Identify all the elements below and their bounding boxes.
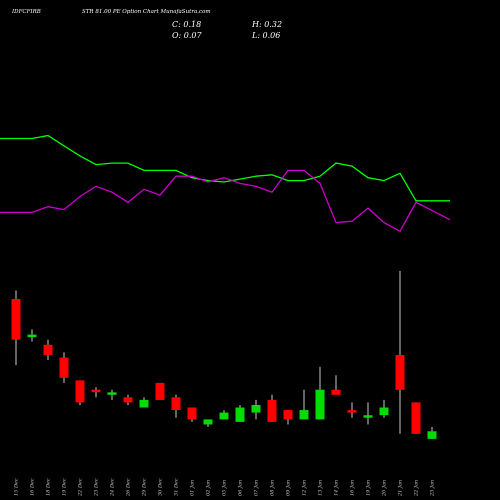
high-value: H: 0.32 xyxy=(251,20,282,29)
symbol-label: IDFCFIRB xyxy=(11,9,41,15)
x-tick-label: 13 Jan xyxy=(318,480,324,496)
x-tick-label: 29 Dec xyxy=(142,478,148,497)
candle xyxy=(235,405,245,422)
x-tick-label: 01 Jan xyxy=(190,480,196,496)
open-value: O: 0.07 xyxy=(172,31,203,40)
x-tick-label: 05 Jan xyxy=(222,480,228,496)
candle-body xyxy=(235,407,245,422)
x-tick-label: 15 Dec xyxy=(14,478,20,496)
magenta-indicator-line xyxy=(0,169,451,233)
x-axis-ticks: 15 Dec 16 Dec 18 Dec 19 Dec 22 Dec 23 Dec 24 D… xyxy=(14,478,436,497)
close-value: C: 0.18 xyxy=(172,20,201,29)
candle xyxy=(315,366,325,420)
candles xyxy=(11,271,437,439)
candle xyxy=(379,399,389,418)
candle xyxy=(123,394,133,405)
candle-body xyxy=(251,405,261,413)
x-tick-label: 23 Dec xyxy=(94,478,100,497)
candle-body xyxy=(155,382,165,400)
candle xyxy=(107,389,117,400)
x-tick-label: 16 Dec xyxy=(30,478,36,496)
candle-body xyxy=(203,419,213,425)
low-value: L: 0.06 xyxy=(251,31,280,40)
x-tick-label: 19 Jan xyxy=(366,480,372,496)
candle-body xyxy=(219,412,229,420)
candle xyxy=(171,394,181,418)
x-tick-label: 22 Dec xyxy=(78,478,84,497)
candle xyxy=(427,427,437,439)
x-tick-label: 09 Jan xyxy=(286,480,292,496)
candle xyxy=(283,410,293,425)
candle xyxy=(395,271,405,434)
candle-body xyxy=(363,415,373,418)
candle xyxy=(11,290,21,366)
candle xyxy=(267,394,277,422)
x-tick-label: 24 Dec xyxy=(110,478,116,497)
candle-body xyxy=(299,410,309,420)
candle xyxy=(363,402,373,425)
candle-body xyxy=(283,410,293,420)
candle xyxy=(59,352,69,383)
x-tick-label: 30 Dec xyxy=(158,478,164,496)
candle-body xyxy=(75,380,85,403)
candle-body xyxy=(411,402,421,434)
x-tick-label: 18 Dec xyxy=(46,478,52,496)
candle-body xyxy=(427,431,437,439)
candle-body xyxy=(347,410,357,413)
x-tick-label: 26 Dec xyxy=(126,478,132,497)
candle xyxy=(91,387,101,398)
x-tick-label: 23 Jan xyxy=(430,480,436,497)
candle xyxy=(43,339,53,360)
x-tick-label: 14 Jan xyxy=(334,480,340,496)
candle xyxy=(299,389,309,420)
candle-body xyxy=(11,299,21,340)
candle-body xyxy=(107,392,117,395)
x-tick-label: 21 Jan xyxy=(398,480,404,497)
candle-body xyxy=(395,355,405,390)
x-tick-label: 06 Jan xyxy=(238,480,244,496)
x-tick-label: 19 Dec xyxy=(62,478,68,496)
x-tick-label: 31 Dec xyxy=(174,478,180,496)
candle-body xyxy=(379,407,389,416)
x-tick-label: 02 Jan xyxy=(206,480,212,496)
candle-body xyxy=(171,397,181,410)
x-tick-label: 22 Jan xyxy=(414,480,420,497)
x-tick-label: 08 Jan xyxy=(270,480,276,496)
candle xyxy=(411,402,421,434)
candle-body xyxy=(139,399,149,408)
candle xyxy=(203,419,213,427)
chart-title: STR 81.00 PE Option Chart MunafaSutra.co… xyxy=(82,9,211,15)
candle xyxy=(139,397,149,408)
candle-body xyxy=(59,357,69,378)
candle-body xyxy=(267,399,277,422)
x-tick-label: 12 Jan xyxy=(302,480,308,496)
candle xyxy=(27,329,37,342)
candle-body xyxy=(91,389,101,393)
candle xyxy=(155,382,165,400)
candle xyxy=(251,399,261,420)
indicator-lines xyxy=(0,134,451,233)
candle xyxy=(347,402,357,418)
candle-body xyxy=(43,344,53,355)
x-tick-label: 16 Jan xyxy=(350,480,356,496)
candle-body xyxy=(315,389,325,420)
candle xyxy=(75,380,85,405)
candle xyxy=(331,375,341,395)
candle-body xyxy=(331,389,341,395)
green-indicator-line xyxy=(0,134,450,202)
x-tick-label: 20 Jan xyxy=(382,480,388,497)
candle xyxy=(187,407,197,422)
candle-body xyxy=(27,334,37,338)
x-tick-label: 07 Jan xyxy=(254,480,260,496)
candle xyxy=(219,410,229,420)
candle-body xyxy=(123,397,133,403)
candle-body xyxy=(187,407,197,420)
